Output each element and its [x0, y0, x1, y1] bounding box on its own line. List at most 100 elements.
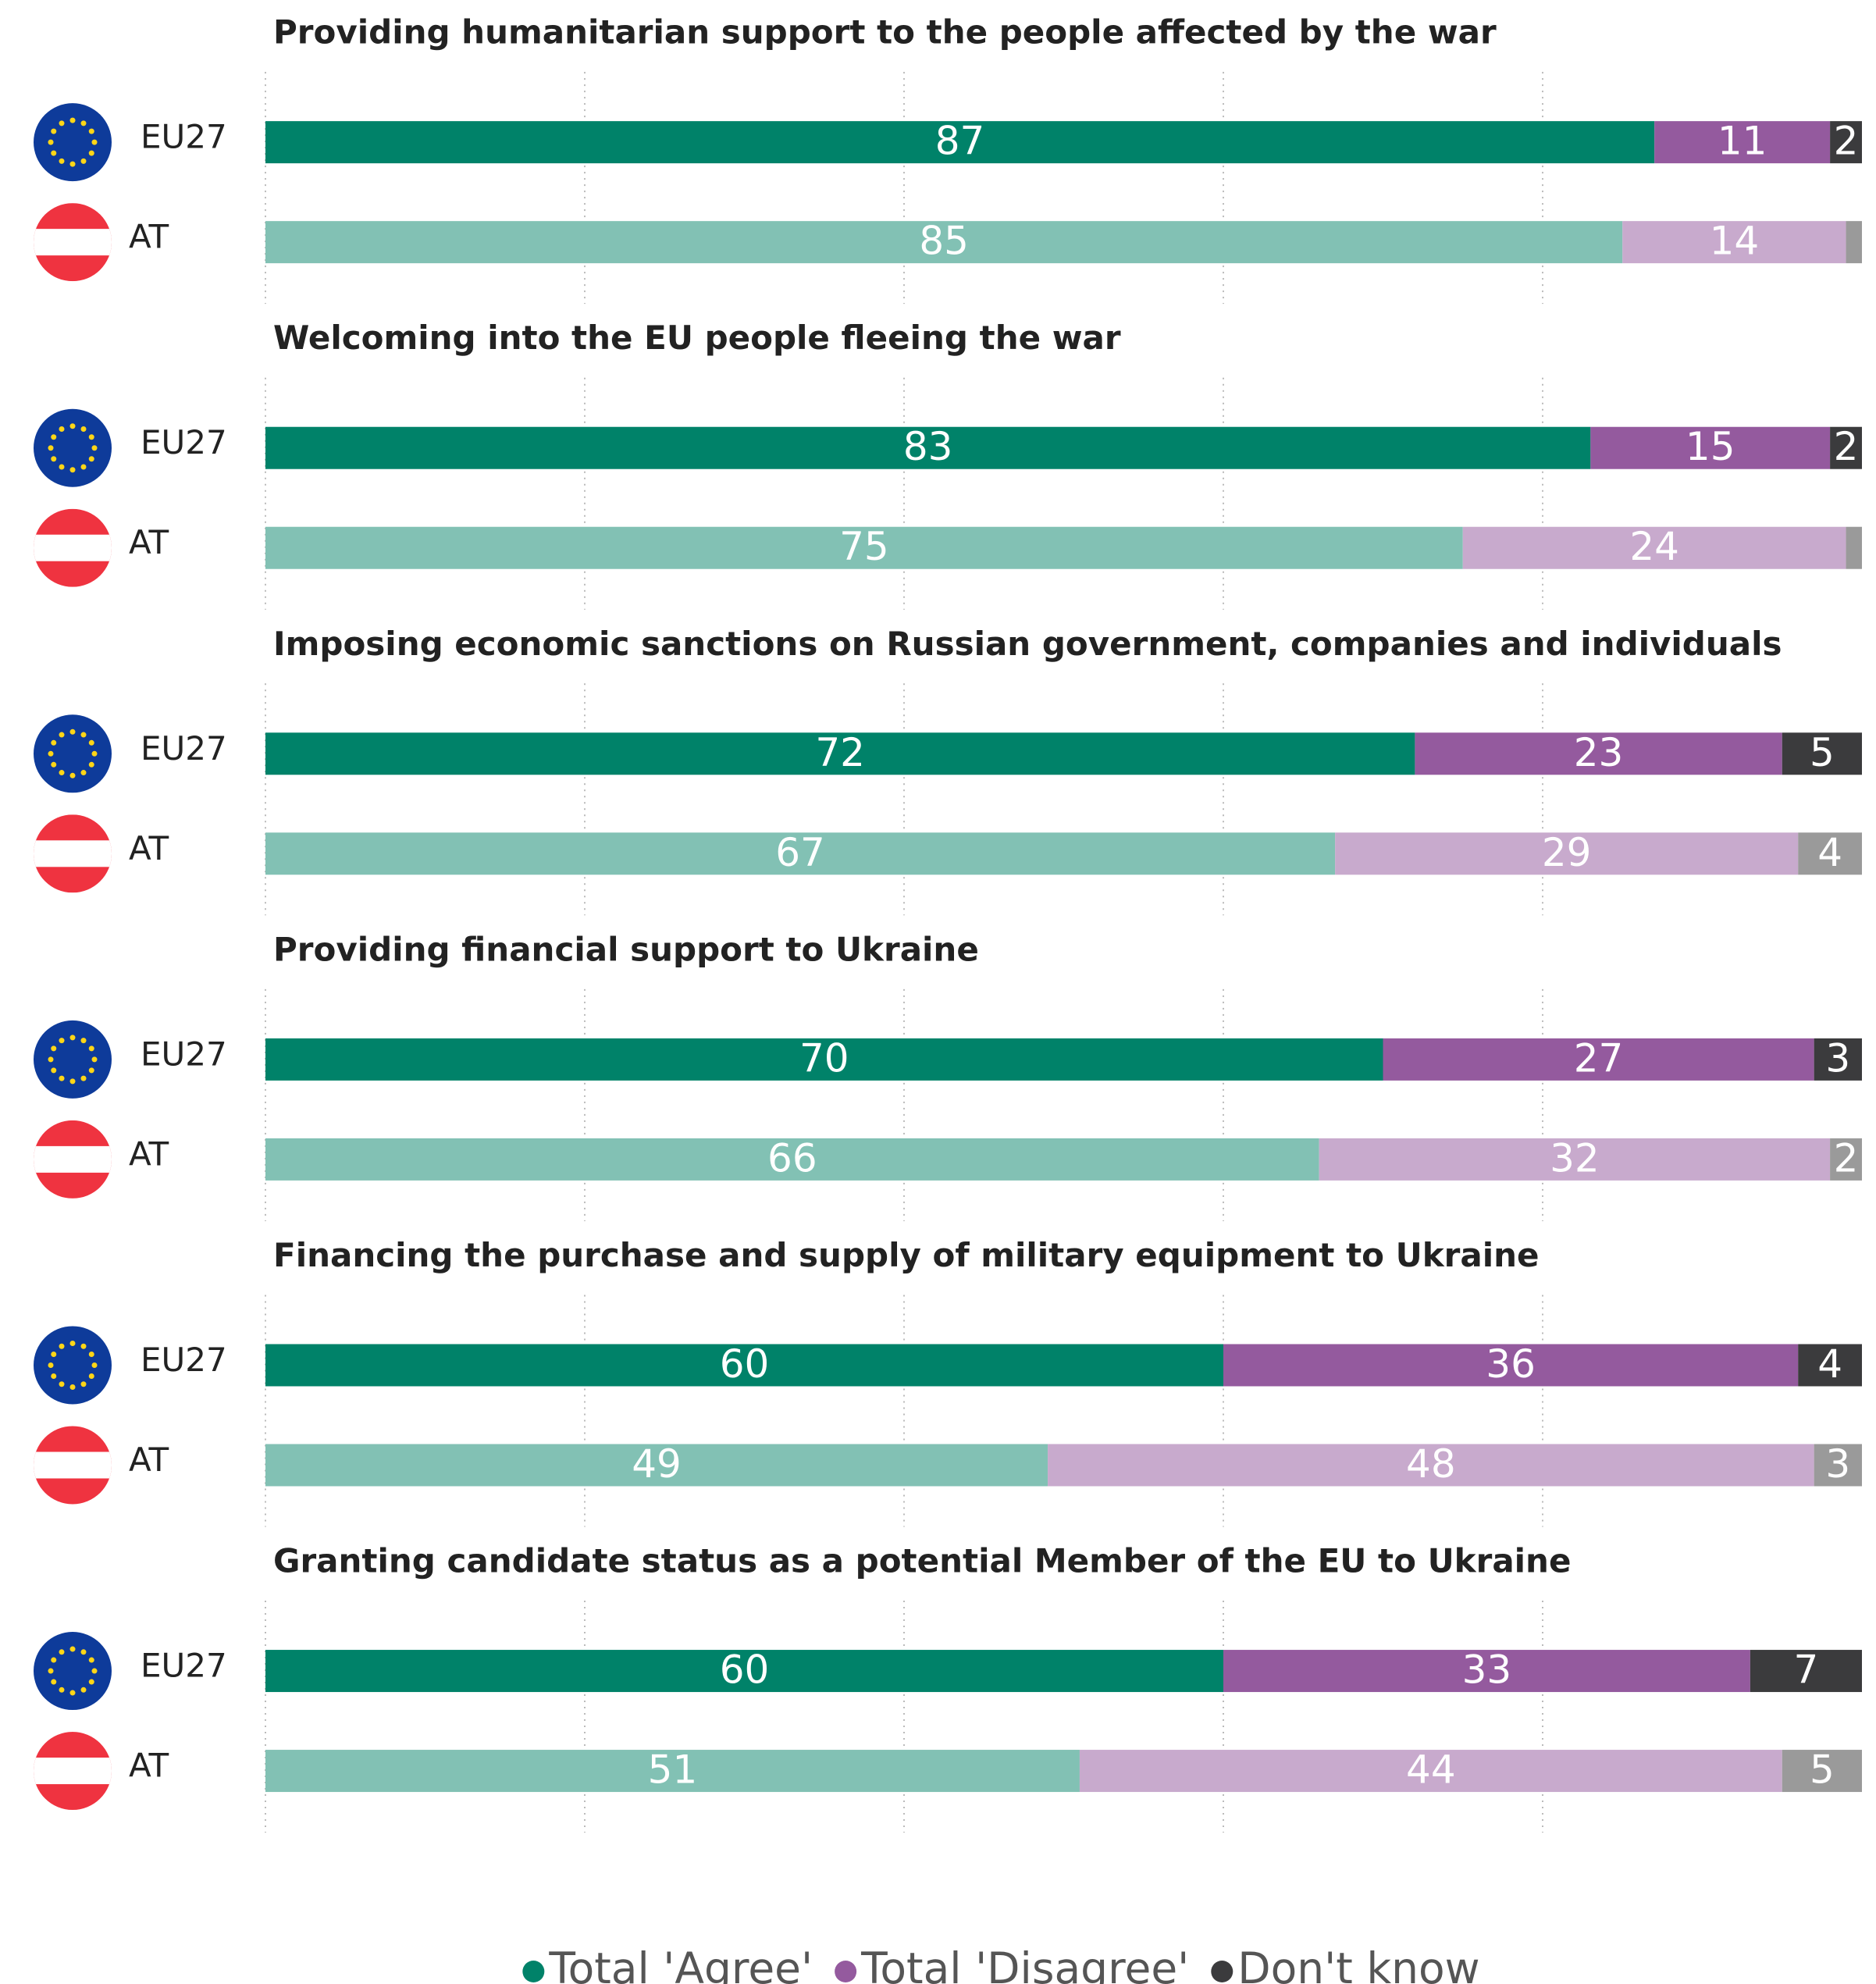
value-label: 44: [1406, 1747, 1456, 1793]
panel-title: Imposing economic sanctions on Russian g…: [273, 625, 1782, 663]
bar-segment: [265, 732, 1415, 775]
at-flag: [34, 203, 112, 282]
at-flag: [34, 508, 112, 587]
value-label: 4: [1817, 1341, 1842, 1387]
value-label: 4: [1817, 830, 1842, 875]
category-label: AT: [129, 829, 169, 867]
flag-star: [69, 1078, 76, 1085]
flag-star: [51, 150, 57, 156]
flag-white: [34, 1758, 112, 1785]
eu-flag: [34, 408, 112, 487]
flag-white: [34, 1451, 112, 1479]
flag-star: [91, 1056, 98, 1063]
flag-star: [59, 1687, 65, 1693]
flag-star: [48, 1668, 54, 1674]
value-label: 48: [1406, 1441, 1456, 1487]
flag-star: [51, 1679, 57, 1685]
legend-label: Total 'Disagree': [860, 1943, 1189, 1984]
flag-stripes: [34, 814, 112, 893]
category-label: AT: [129, 1441, 169, 1479]
flag-star: [59, 1075, 65, 1081]
flag-star: [59, 1038, 65, 1044]
category-label: EU27: [141, 423, 227, 461]
bar-segment: [1846, 526, 1862, 569]
flag-star: [88, 1045, 94, 1052]
value-label: 5: [1810, 730, 1835, 775]
flag-stripes: [34, 1426, 112, 1505]
value-label: 60: [720, 1647, 770, 1693]
value-label: 75: [839, 524, 889, 569]
panel-title: Providing humanitarian support to the pe…: [273, 13, 1497, 52]
flag-stripes: [34, 203, 112, 282]
flag-star: [88, 1351, 94, 1357]
value-label: 11: [1718, 119, 1767, 164]
value-label: 67: [775, 830, 825, 875]
bar-segment: [1335, 832, 1799, 875]
flag-bg: [34, 1632, 112, 1711]
flag-star: [91, 750, 98, 757]
flag-star: [59, 1343, 65, 1349]
category-label: AT: [129, 523, 169, 561]
legend: Total 'Agree' Total 'Disagree' Don't know: [522, 1943, 1480, 1984]
flag-star: [69, 161, 76, 167]
panel-title: Providing financial support to Ukraine: [273, 930, 979, 968]
legend-label: Total 'Agree': [548, 1943, 813, 1984]
flag-star: [80, 1687, 87, 1693]
flag-bg: [34, 1020, 112, 1099]
flag-star: [59, 770, 65, 776]
bar-segment: [265, 1750, 1080, 1793]
flag-star: [69, 467, 76, 473]
flag-star: [51, 1351, 57, 1357]
flag-star: [80, 120, 87, 126]
flag-star: [48, 750, 54, 757]
bar-segment: [1798, 832, 1862, 875]
bar-segment: [265, 426, 1591, 469]
bar-segment: [1319, 1138, 1831, 1181]
flag-star: [51, 739, 57, 746]
at-flag: [34, 1426, 112, 1505]
flag-star: [80, 732, 87, 738]
flag-star: [69, 1690, 76, 1696]
value-label: 72: [815, 730, 865, 775]
eu-flag: [34, 1020, 112, 1099]
value-label: 33: [1462, 1647, 1512, 1693]
flag-star: [91, 1668, 98, 1674]
at-flag: [34, 1732, 112, 1811]
flag-star: [59, 158, 65, 164]
flag-bg: [34, 1326, 112, 1405]
flag-star: [51, 1373, 57, 1379]
flag-star: [69, 728, 76, 735]
bar-segment: [265, 1650, 1223, 1693]
flag-bg: [34, 714, 112, 793]
category-label: AT: [129, 1747, 169, 1785]
category-label: AT: [129, 1134, 169, 1173]
flag-star: [59, 464, 65, 470]
flag-star: [51, 761, 57, 768]
flag-star: [51, 128, 57, 134]
bar-segment: [1383, 1038, 1814, 1081]
flag-stripes: [34, 1120, 112, 1199]
at-flag: [34, 814, 112, 893]
eu-flag: [34, 1326, 112, 1405]
flag-star: [48, 445, 54, 451]
value-label: 23: [1574, 730, 1624, 775]
flag-star: [59, 120, 65, 126]
flag-star: [48, 1362, 54, 1368]
value-label: 27: [1574, 1035, 1624, 1081]
flag-star: [91, 1362, 98, 1368]
flag-star: [88, 761, 94, 768]
bar-segment: [265, 1344, 1223, 1387]
at-flag: [34, 1120, 112, 1199]
flag-white: [34, 534, 112, 561]
eu-flag: [34, 714, 112, 793]
flag-star: [51, 1657, 57, 1663]
bar-segment: [1048, 1444, 1814, 1487]
flag-star: [69, 1646, 76, 1652]
panel-title: Welcoming into the EU people fleeing the…: [273, 319, 1121, 357]
flag-star: [80, 1343, 87, 1349]
flag-star: [80, 1649, 87, 1655]
value-label: 66: [767, 1135, 817, 1181]
flag-star: [80, 426, 87, 432]
value-label: 5: [1810, 1747, 1835, 1793]
